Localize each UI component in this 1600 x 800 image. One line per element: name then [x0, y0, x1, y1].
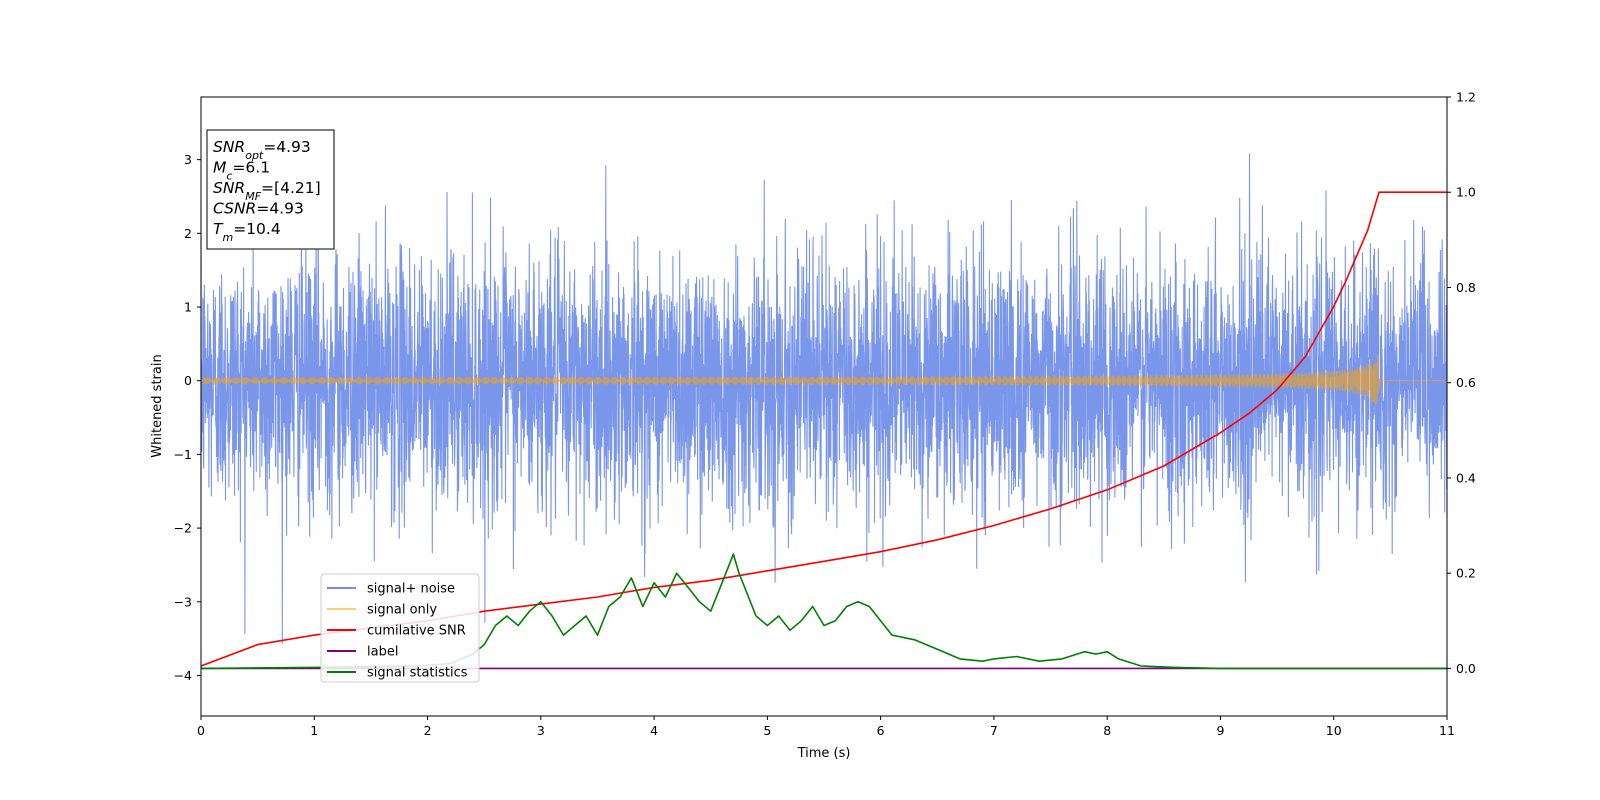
y-right-tick-label-4: 0.8	[1456, 280, 1476, 295]
y-right-tick-label-6: 1.2	[1456, 90, 1476, 105]
legend: signal+ noise signal only cumilative SNR la…	[320, 573, 480, 683]
x-tick-label-7: 7	[990, 723, 998, 738]
series-line-0	[201, 153, 1447, 644]
y-left-tick-label-4: 0	[184, 373, 192, 388]
annotation-line-1: Mc=6.1	[213, 159, 270, 183]
y-left-tick-label-7: 3	[184, 152, 192, 167]
series-line-4	[201, 553, 1447, 670]
y-left-tick-label-2: −2	[174, 521, 192, 536]
annotation-frame	[206, 129, 335, 250]
y-axis-right: 0.0 0.2 0.4 0.6 0.8 1.0 1.2	[1447, 90, 1476, 676]
annotation-line-4: Tm=10.4	[213, 220, 281, 244]
legend-label-1: signal only	[367, 603, 437, 618]
annotation-line-3: CSNR=4.93	[213, 200, 304, 218]
y-right-tick-label-5: 1.0	[1456, 185, 1476, 200]
x-tick-label-1: 1	[310, 723, 318, 738]
y-left-tick-label-3: −1	[174, 447, 192, 462]
y-axis-label: Whitened strain	[150, 354, 165, 457]
y-left-tick-label-0: −4	[174, 668, 192, 683]
y-left-tick-label-1: −3	[174, 594, 192, 609]
legend-label-4: signal statistics	[367, 666, 468, 681]
x-tick-label-5: 5	[763, 723, 771, 738]
y-left-tick-label-6: 2	[184, 226, 192, 241]
series-line-1	[201, 354, 1447, 406]
x-tick-label-4: 4	[650, 723, 658, 738]
y-axis-left: −4 −3 −2 −1 0 1 2 3	[174, 152, 201, 683]
y-left-tick-label-5: 1	[184, 300, 192, 315]
x-axis-label: Time (s)	[797, 746, 851, 761]
y-right-tick-label-0: 0.0	[1456, 661, 1476, 676]
x-axis: 0 1 2 3 4 5 6 7 8 9 10 11	[197, 716, 1455, 738]
x-tick-label-6: 6	[877, 723, 885, 738]
legend-label-3: label	[367, 645, 398, 660]
legend-label-0: signal+ noise	[367, 582, 455, 597]
plot-frame	[200, 96, 1448, 717]
x-tick-label-9: 9	[1216, 723, 1224, 738]
x-tick-label-2: 2	[424, 723, 432, 738]
legend-label-2: cumilative SNR	[367, 624, 466, 639]
y-right-tick-label-2: 0.4	[1456, 470, 1476, 485]
y-right-tick-label-3: 0.6	[1456, 375, 1476, 390]
x-tick-label-10: 10	[1326, 723, 1342, 738]
annotation-line-0: SNRopt=4.93	[213, 138, 311, 162]
x-tick-label-3: 3	[537, 723, 545, 738]
x-tick-label-8: 8	[1103, 723, 1111, 738]
annotation-line-2: SNRMF=[4.21]	[213, 179, 321, 203]
x-tick-label-0: 0	[197, 723, 205, 738]
y-right-tick-label-1: 0.2	[1456, 566, 1476, 581]
x-tick-label-11: 11	[1439, 723, 1455, 738]
legend-frame	[320, 573, 480, 683]
